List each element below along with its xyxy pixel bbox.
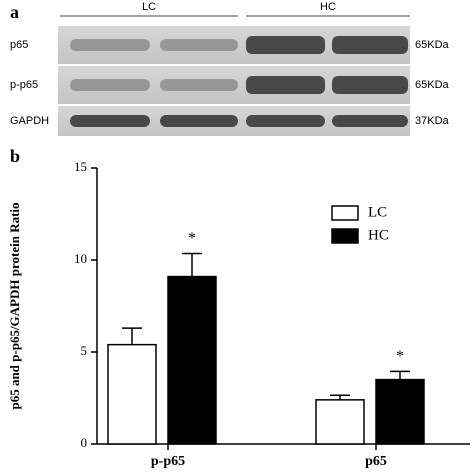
annotation: * xyxy=(396,348,404,365)
annotation: * xyxy=(188,230,196,247)
blot-band xyxy=(246,115,325,127)
blot-band xyxy=(70,79,150,91)
blot-band xyxy=(246,36,325,54)
error-bar xyxy=(182,252,202,277)
bar xyxy=(107,343,157,445)
group-label: HC xyxy=(320,1,336,13)
row-label: GAPDH xyxy=(10,115,49,127)
error-bar xyxy=(390,370,410,380)
bar-chart: b p65 and p-p65/GAPDH protein Ratio 0 5 10… xyxy=(7,146,470,469)
panel-label: b xyxy=(10,146,20,166)
row-label: p-p65 xyxy=(10,79,38,91)
blot-band xyxy=(70,39,150,51)
legend-label: HC xyxy=(368,227,389,243)
row-label: p65 xyxy=(10,39,28,51)
size-label: 65KDa xyxy=(415,79,450,91)
y-tick-label: 0 xyxy=(81,435,88,450)
size-label: 65KDa xyxy=(415,39,450,51)
blot-band xyxy=(160,79,238,91)
blot-band xyxy=(160,39,238,51)
y-tick-label: 15 xyxy=(74,159,87,174)
legend-swatch xyxy=(331,205,359,221)
blot-band xyxy=(70,115,150,127)
x-tick-label: p-p65 xyxy=(151,454,185,469)
error-bar xyxy=(330,394,350,400)
group-label: LC xyxy=(142,1,156,13)
bar xyxy=(375,378,425,445)
legend-swatch xyxy=(331,228,359,244)
legend-label: LC xyxy=(368,204,387,220)
blot-band xyxy=(332,115,408,127)
y-axis-label: p65 and p-p65/GAPDH protein Ratio xyxy=(7,202,22,409)
bar xyxy=(315,399,365,445)
x-tick-label: p65 xyxy=(365,454,387,469)
blot-panel: a LC HC p65 65KDa p-p65 65KDa GAPDH 37KDa xyxy=(10,1,450,136)
y-tick-label: 10 xyxy=(74,251,87,266)
panel-label: a xyxy=(10,2,19,22)
blot-band xyxy=(332,76,408,94)
blot-band xyxy=(332,36,408,54)
bar xyxy=(167,275,217,445)
y-tick-label: 5 xyxy=(81,343,88,358)
blot-band xyxy=(160,115,238,127)
error-bar xyxy=(122,327,142,345)
blot-band xyxy=(246,76,325,94)
size-label: 37KDa xyxy=(415,115,450,127)
